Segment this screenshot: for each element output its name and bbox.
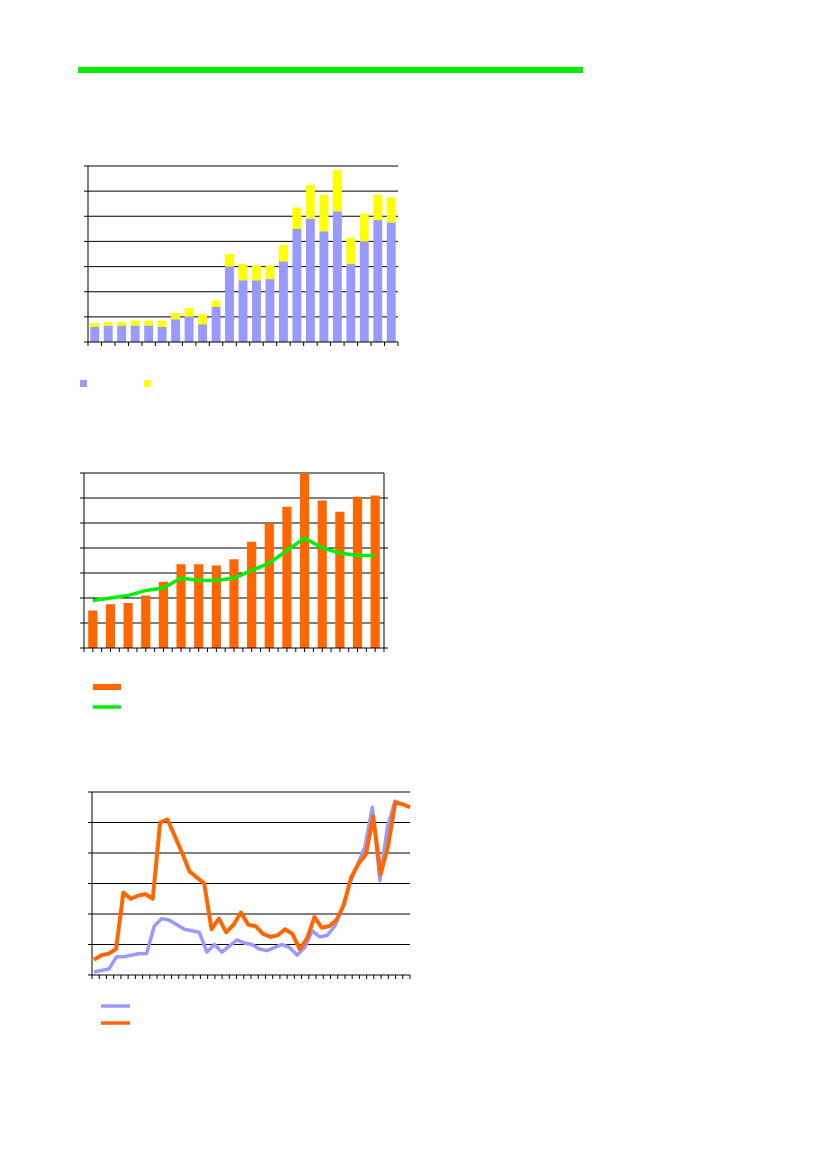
line-series — [92, 536, 376, 603]
bar-segment-series-2 — [305, 184, 315, 219]
bar-segment-series-2 — [252, 265, 261, 281]
bar — [158, 581, 168, 648]
bar-segment-series-1 — [265, 279, 275, 342]
bar-segment-series-1 — [157, 326, 167, 342]
bar-segment-series-1 — [103, 325, 113, 342]
bar-segment-series-1 — [184, 316, 194, 342]
bar — [335, 511, 345, 648]
bar-segment-series-2 — [90, 323, 100, 327]
bar — [88, 610, 98, 648]
bar-segment-series-1 — [305, 218, 315, 342]
bar-segment-series-1 — [332, 211, 342, 342]
bar — [282, 506, 292, 648]
bar-segment-series-2 — [332, 169, 342, 212]
bar-segment-series-1 — [117, 325, 127, 342]
dual-line-chart — [88, 791, 411, 1025]
bar-segment-series-1 — [211, 306, 221, 342]
bar — [264, 523, 274, 648]
bar — [300, 473, 310, 648]
bar-segment-series-1 — [198, 324, 208, 342]
bar-segment-series-1 — [144, 325, 154, 342]
line-series-1 — [93, 799, 411, 974]
bar — [123, 603, 133, 648]
bar-segment-series-2 — [144, 320, 154, 326]
bar-segment-series-1 — [225, 266, 234, 342]
bar — [229, 559, 239, 648]
bar — [211, 565, 221, 648]
bar-segment-series-2 — [386, 197, 396, 223]
bar-segment-series-2 — [278, 245, 288, 262]
bar-segment-series-2 — [184, 308, 194, 317]
bar — [352, 496, 363, 648]
bar — [141, 595, 151, 648]
bar-segment-series-1 — [171, 319, 181, 342]
bar-line-combo-chart — [80, 472, 388, 709]
bar — [105, 604, 116, 648]
bar-segment-series-1 — [130, 325, 140, 342]
bar-segment-series-2 — [319, 194, 329, 232]
bar — [370, 495, 380, 648]
bar-segment-series-1 — [238, 280, 248, 342]
bar-segment-series-1 — [346, 264, 356, 342]
bar-segment-series-2 — [225, 254, 234, 267]
bar-segment-series-2 — [238, 264, 248, 281]
bar-segment-series-1 — [359, 241, 369, 342]
bar-segment-series-2 — [198, 314, 208, 325]
bar-segment-series-1 — [386, 222, 396, 342]
bar-segment-series-2 — [103, 321, 113, 326]
legend-swatch-series-1 — [80, 380, 87, 387]
bar-segment-series-1 — [278, 261, 288, 342]
bar-segment-series-2 — [171, 313, 181, 320]
bar-segment-series-2 — [359, 213, 369, 242]
bar-segment-series-2 — [130, 320, 140, 326]
header-accent-rule — [78, 67, 583, 73]
bar-segment-series-2 — [346, 237, 356, 265]
bar-segment-series-1 — [252, 280, 261, 342]
line-series-2 — [92, 800, 411, 962]
bar-segment-series-2 — [292, 207, 302, 229]
bar-segment-series-1 — [373, 220, 383, 342]
bar-segment-series-2 — [265, 265, 275, 280]
bar-segment-series-2 — [157, 320, 167, 327]
legend-swatch-series-2 — [144, 380, 151, 387]
stacked-bar-chart — [80, 165, 399, 387]
bar — [317, 500, 327, 648]
bar-segment-series-2 — [373, 194, 383, 221]
bar — [194, 564, 204, 648]
bar — [176, 564, 186, 648]
bar-segment-series-2 — [211, 300, 221, 307]
bar-segment-series-2 — [117, 321, 127, 326]
bar — [247, 541, 257, 648]
bar-segment-series-1 — [90, 326, 100, 342]
bar-segment-series-1 — [319, 231, 329, 342]
bar-segment-series-1 — [292, 228, 302, 342]
